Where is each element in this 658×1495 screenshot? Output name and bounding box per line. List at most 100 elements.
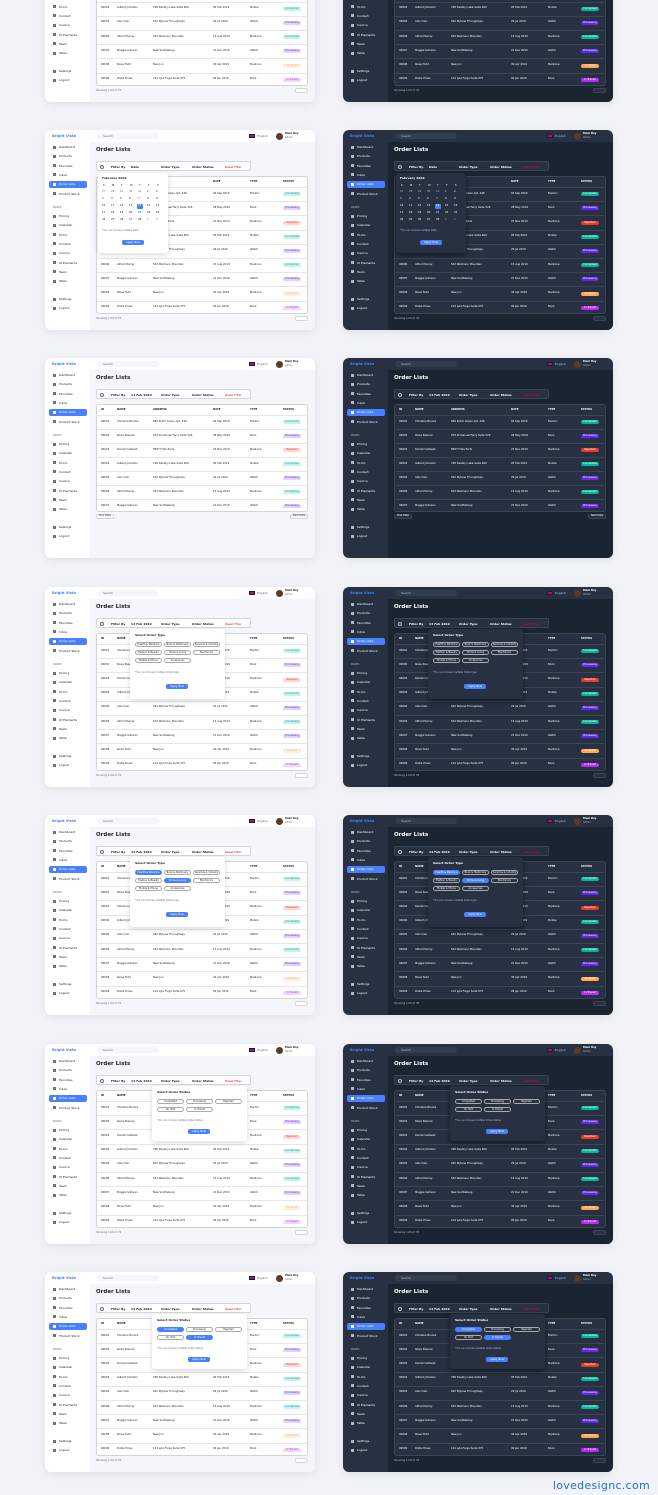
nav-item[interactable]: Settings xyxy=(357,297,370,301)
type-option[interactable]: Fashion & Beauty xyxy=(433,650,460,655)
nav-item[interactable]: Calendar xyxy=(357,223,371,228)
nav-item[interactable]: Favorites xyxy=(59,391,73,396)
nav-item[interactable]: Settings xyxy=(59,297,72,301)
calendar-day[interactable]: 24 xyxy=(400,218,404,221)
reset-filter[interactable]: Reset Filter xyxy=(523,1078,540,1083)
nav-item[interactable]: Products xyxy=(59,1296,72,1301)
nav-item[interactable]: Invoice xyxy=(357,23,368,28)
nav-item[interactable]: Inbox xyxy=(357,1314,366,1319)
nav-item[interactable]: Products xyxy=(59,382,72,387)
nav-item[interactable]: Pricing xyxy=(357,1356,368,1360)
status-filter[interactable]: Order Status xyxy=(490,392,512,397)
nav-item[interactable]: Product Stock xyxy=(59,1333,80,1338)
nav-item[interactable]: Table xyxy=(59,279,67,284)
nav-item[interactable]: Order Lists xyxy=(357,182,374,187)
reset-filter[interactable]: Reset Filter xyxy=(225,1306,242,1311)
nav-item[interactable]: Settings xyxy=(59,754,72,758)
nav-item[interactable]: Dashboard xyxy=(59,1287,76,1291)
apply-button[interactable]: Apply Now xyxy=(188,1129,210,1134)
calendar-day[interactable]: 28 xyxy=(409,190,413,193)
nav-item[interactable]: UI Elements xyxy=(357,260,376,265)
reset-filter[interactable]: Reset Filter xyxy=(225,849,242,854)
calendar-day[interactable]: 23 xyxy=(156,211,160,214)
status-option[interactable]: Processing xyxy=(186,1327,213,1332)
nav-item[interactable]: Inbox xyxy=(357,857,366,862)
type-filter[interactable]: Order Type xyxy=(161,621,180,626)
nav-item[interactable]: Products xyxy=(357,154,370,159)
nav-item[interactable]: To-Do xyxy=(357,4,366,9)
nav-item[interactable]: Table xyxy=(357,736,365,741)
nav-item[interactable]: Settings xyxy=(357,1211,370,1215)
calendar-day[interactable]: 26 xyxy=(418,218,422,221)
date-filter[interactable]: Date xyxy=(429,164,437,169)
date-filter[interactable]: 14 Feb 2019 xyxy=(131,849,152,854)
nav-item[interactable]: Dashboard xyxy=(59,1059,76,1063)
date-filter[interactable]: 14 Feb 2019 xyxy=(131,1306,152,1311)
status-option[interactable]: Completed xyxy=(455,1099,482,1104)
calendar-day[interactable]: 16 xyxy=(454,204,458,207)
calendar-day[interactable]: 15 xyxy=(445,204,449,207)
nav-item[interactable]: Settings xyxy=(357,1439,370,1443)
status-option[interactable]: Rejected xyxy=(215,1327,242,1332)
nav-item[interactable]: Invoice xyxy=(59,23,70,28)
calendar-day[interactable]: 27 xyxy=(427,218,431,221)
calendar-day[interactable]: 5 xyxy=(120,197,122,200)
next-label[interactable]: Next Date xyxy=(591,514,604,517)
apply-button[interactable]: Apply Now xyxy=(486,1357,508,1362)
status-option[interactable]: On Hold xyxy=(455,1107,482,1112)
nav-item[interactable]: Logout xyxy=(357,306,368,311)
calendar-day[interactable]: 25 xyxy=(111,218,115,221)
type-filter[interactable]: Order Type xyxy=(459,1306,478,1311)
type-option[interactable]: Accessories xyxy=(462,886,489,891)
apply-button[interactable]: Apply Now xyxy=(420,240,442,245)
nav-item[interactable]: UI Elements xyxy=(357,1402,376,1407)
nav-item[interactable]: Team xyxy=(59,269,67,274)
calendar-day[interactable]: 28 xyxy=(436,218,440,221)
nav-item[interactable]: Product Stock xyxy=(59,191,80,196)
nav-item[interactable]: Dashboard xyxy=(357,145,374,149)
status-option[interactable]: In Transit xyxy=(186,1335,213,1340)
nav-item[interactable]: Pricing xyxy=(59,1356,70,1360)
nav-item[interactable]: Contact xyxy=(357,926,369,931)
date-filter[interactable]: 14 Feb 2019 xyxy=(429,392,450,397)
nav-item[interactable]: Inbox xyxy=(59,857,68,862)
nav-item[interactable]: Order Lists xyxy=(59,182,76,187)
calendar-day[interactable]: 8 xyxy=(147,197,149,200)
nav-item[interactable]: Favorites xyxy=(357,391,371,396)
reset-filter[interactable]: Reset Filter xyxy=(523,1306,540,1311)
nav-item[interactable]: Settings xyxy=(357,69,370,73)
nav-item[interactable]: Table xyxy=(357,507,365,512)
nav-item[interactable]: Team xyxy=(357,497,365,502)
nav-item[interactable]: Logout xyxy=(59,763,70,768)
type-filter[interactable]: Order Type xyxy=(459,392,478,397)
nav-item[interactable]: Contact xyxy=(357,1155,369,1160)
type-option[interactable]: Accessories xyxy=(164,886,191,891)
pager[interactable] xyxy=(295,1230,308,1235)
type-option[interactable]: Health & Medicine xyxy=(433,870,460,875)
nav-item[interactable]: Inbox xyxy=(357,629,366,634)
nav-item[interactable]: Product Stock xyxy=(59,1105,80,1110)
nav-item[interactable]: UI Elements xyxy=(59,717,78,722)
calendar-day[interactable]: 1 xyxy=(445,218,447,221)
type-option[interactable]: Book & Stationary xyxy=(164,642,191,647)
calendar-day[interactable]: 4 xyxy=(409,197,411,200)
status-filter[interactable]: Order Status xyxy=(490,1078,512,1083)
type-filter[interactable]: Order Type xyxy=(161,1078,180,1083)
calendar-day[interactable]: 21 xyxy=(436,211,440,214)
nav-item[interactable]: Invoice xyxy=(357,479,368,484)
nav-item[interactable]: Table xyxy=(59,1193,67,1198)
next-button[interactable] xyxy=(588,514,606,519)
type-option[interactable]: Electronics xyxy=(193,878,220,883)
nav-item[interactable]: Team xyxy=(357,726,365,731)
type-option[interactable]: Book & Stationary xyxy=(164,870,191,875)
calendar-day[interactable]: 5 xyxy=(418,197,420,200)
type-filter[interactable]: Order Type xyxy=(161,849,180,854)
nav-item[interactable]: Calendar xyxy=(357,908,371,913)
nav-item[interactable]: Contact xyxy=(59,469,71,474)
nav-item[interactable]: Products xyxy=(357,839,370,844)
nav-item[interactable]: Products xyxy=(357,1068,370,1073)
next-label[interactable]: Next Date xyxy=(293,514,306,517)
nav-item[interactable]: Settings xyxy=(59,1439,72,1443)
nav-item[interactable]: Inbox xyxy=(59,629,68,634)
nav-item[interactable]: Calendar xyxy=(357,451,371,456)
